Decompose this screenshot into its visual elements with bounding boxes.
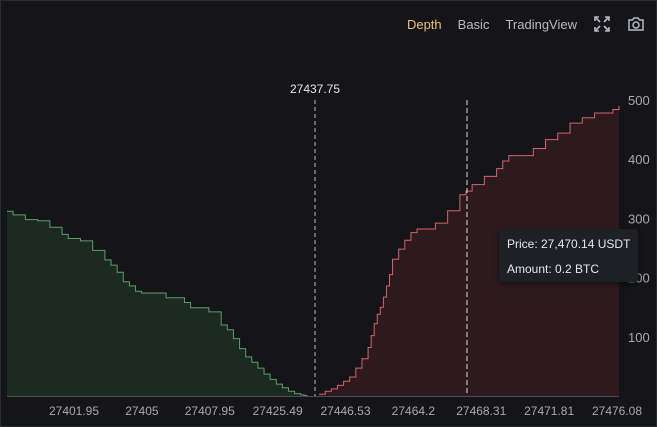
y-tick-label: 500 [628,93,650,108]
x-tick-label: 27425.49 [253,404,303,418]
x-tick-label: 27405 [125,404,159,418]
x-tick-label: 27464.2 [392,404,436,418]
mid-price-label: 27437.75 [290,82,340,96]
bids-area [7,211,307,396]
camera-icon[interactable] [627,15,645,33]
tooltip-amount: Amount: 0.2 BTC [507,262,600,276]
tab-tradingview[interactable]: TradingView [505,16,577,32]
x-tick-label: 27401.95 [49,404,99,418]
y-tick-label: 100 [628,330,650,345]
x-tick-label: 27446.53 [320,404,370,418]
asks-area [319,105,619,397]
x-tick-label: 27468.31 [456,404,506,418]
x-tick-label: 27476.08 [592,404,642,418]
x-tick-label: 27471.81 [524,404,574,418]
chart-toolbar: Depth Basic TradingView [407,14,645,34]
asks-line [319,105,620,395]
price-tooltip: Price: 27,470.14 USDT Amount: 0.2 BTC [499,229,638,282]
tab-depth[interactable]: Depth [406,16,442,32]
bids-line [7,210,308,396]
fullscreen-icon[interactable] [593,15,611,33]
tooltip-price: Price: 27,470.14 USDT [507,237,631,251]
y-tick-label: 400 [628,152,650,167]
y-tick-label: 300 [628,211,650,226]
x-tick-label: 27407.95 [185,404,235,418]
tab-basic[interactable]: Basic [457,16,490,32]
